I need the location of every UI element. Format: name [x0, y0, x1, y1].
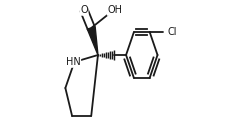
Text: HN: HN: [66, 57, 80, 67]
Text: OH: OH: [107, 5, 122, 15]
Text: O: O: [80, 5, 88, 15]
Text: Cl: Cl: [167, 27, 177, 37]
Polygon shape: [87, 27, 98, 55]
